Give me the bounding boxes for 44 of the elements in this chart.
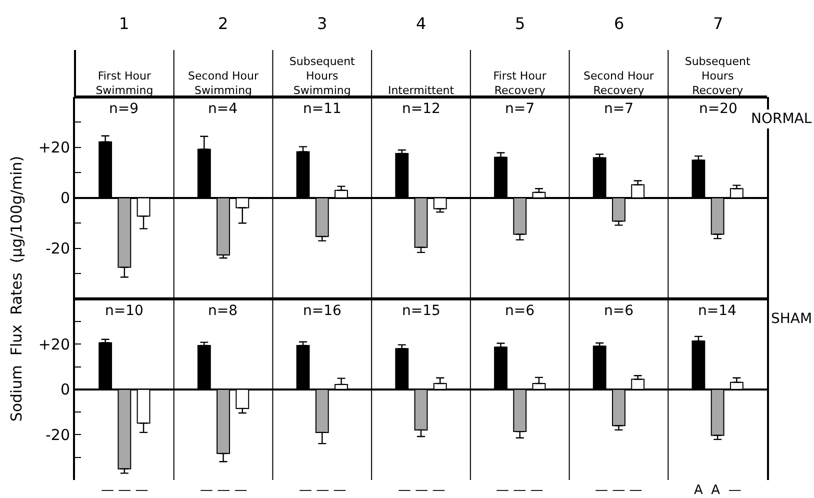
text: 1	[119, 14, 130, 33]
x-tick-label: First Hour Swimming	[96, 70, 154, 97]
annotation: n=6	[505, 303, 535, 319]
annotation: n=9	[109, 101, 139, 117]
text: 3	[317, 14, 328, 33]
annotation: n=4	[208, 101, 238, 117]
text: 6	[614, 14, 624, 33]
text: 2	[218, 14, 228, 33]
text: SHAM	[771, 311, 812, 327]
annotation: n=16	[303, 303, 342, 319]
annotation: n=7	[505, 101, 535, 117]
x-tick-label: First Hour Recovery	[493, 70, 547, 97]
y-tick-label: +20	[38, 335, 70, 354]
text: — — —	[299, 483, 346, 498]
annotation: n=12	[402, 101, 440, 117]
x-tick-label: Second Hour Recovery	[583, 70, 654, 97]
text: — — —	[595, 483, 642, 498]
text: 4	[416, 14, 426, 33]
x-tick-label: Second Hour Swimming	[188, 70, 259, 97]
text: — — —	[496, 483, 544, 498]
annotation: n=6	[604, 303, 634, 319]
y-tick-label: +20	[38, 138, 70, 157]
annotation: n=15	[402, 303, 440, 319]
y-tick-label: -20	[46, 240, 70, 258]
y-tick-label: -20	[46, 426, 70, 444]
x-tick-label: Intermittent	[388, 84, 455, 97]
text: A A —	[694, 483, 742, 498]
annotation: n=14	[698, 303, 737, 319]
y-axis-title: Sodium Flux Rates (µg/100g/min)	[8, 156, 26, 422]
x-tick-label: Subsequent Hours Recovery	[684, 55, 751, 97]
y-tick-label: 0	[60, 189, 70, 208]
text: — — —	[398, 483, 446, 498]
annotation: n=10	[105, 303, 144, 319]
annotation: n=11	[303, 101, 342, 117]
text: 5	[515, 14, 526, 33]
annotation: n=7	[604, 101, 634, 117]
text: — — —	[200, 483, 248, 498]
annotation: n=20	[699, 101, 738, 117]
x-tick-label: Subsequent Hours Swimming	[289, 55, 356, 97]
y-tick-label: 0	[60, 380, 70, 399]
annotation: n=8	[208, 303, 238, 319]
text: 7	[713, 14, 724, 33]
text: NORMAL	[751, 111, 812, 127]
text: — — —	[101, 483, 148, 498]
